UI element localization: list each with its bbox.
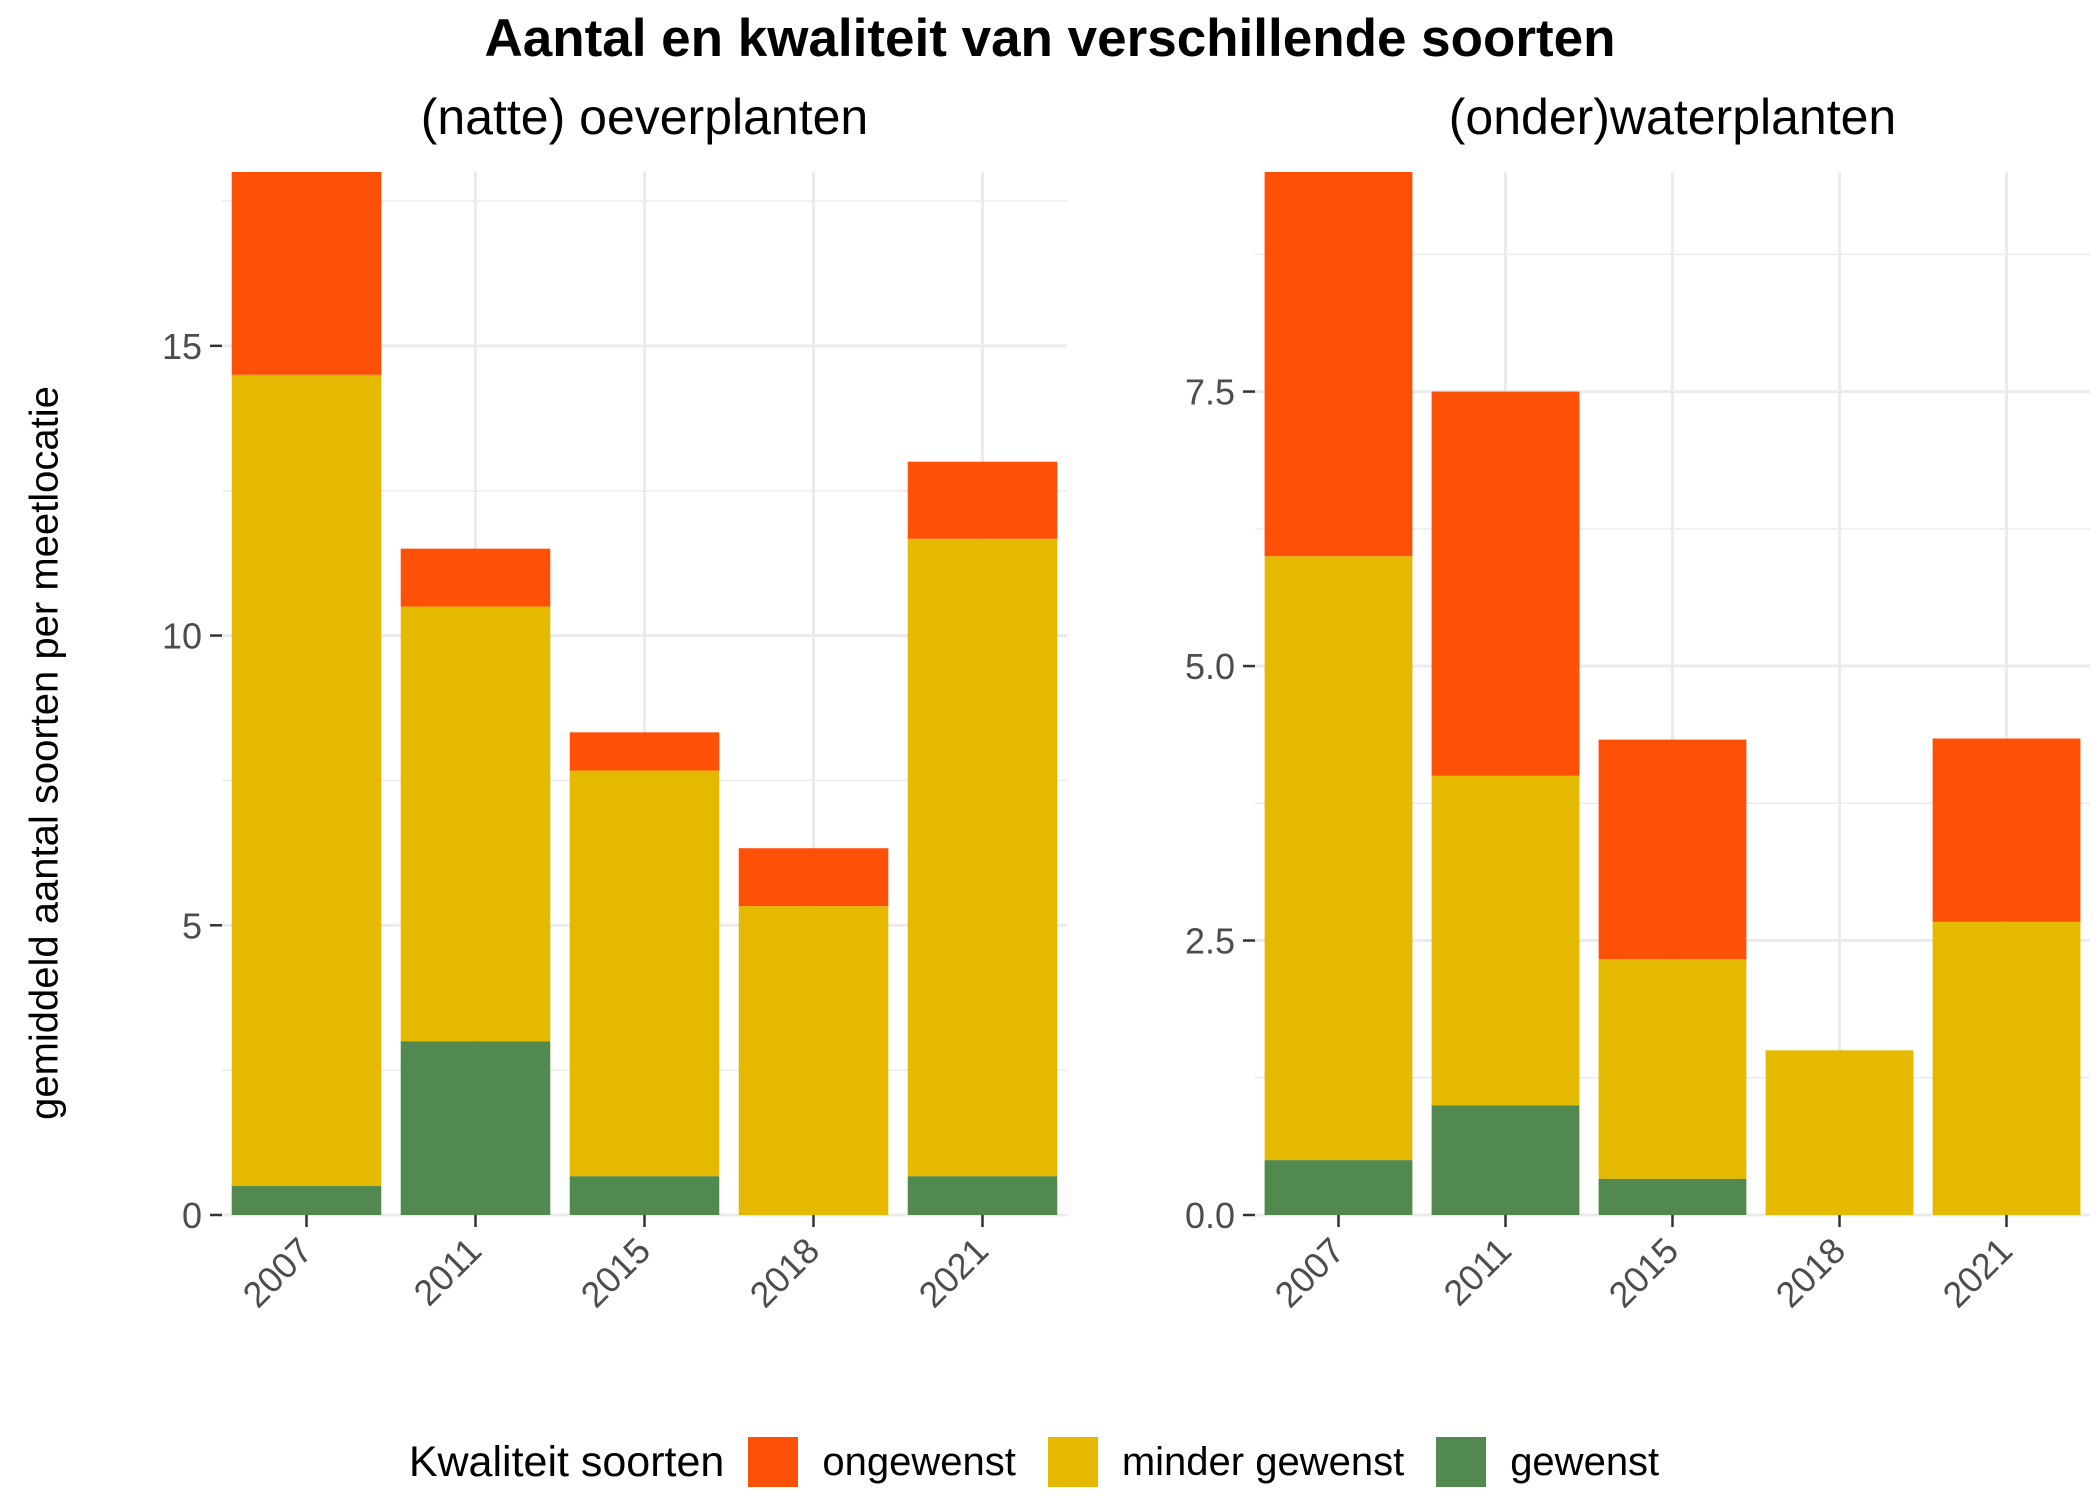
x-tick-label-2021: 2021 — [911, 1230, 997, 1316]
x-tick-label-2011: 2011 — [405, 1230, 489, 1314]
bar-water-2015-ongewenst — [1598, 739, 1747, 960]
x-tick-label-2018: 2018 — [742, 1230, 828, 1316]
legend-title: Kwaliteit soorten — [408, 1437, 725, 1486]
facet-title-waterplanten: (onder)waterplanten — [1448, 89, 1897, 145]
legend-swatch-gewenst — [1436, 1437, 1487, 1487]
bar-water-2021-ongewenst — [1932, 738, 2081, 922]
chart-title: Aantal en kwaliteit van verschillende so… — [484, 9, 1616, 68]
bar-oever-2011-minder-gewenst — [400, 606, 551, 1042]
x-tick-label-2007: 2007 — [235, 1230, 321, 1316]
y-tick-label: 15 — [162, 326, 202, 367]
legend-label-gewenst: gewenst — [1510, 1439, 1660, 1484]
bar-water-2007-minder-gewenst — [1264, 556, 1413, 1161]
bar-oever-2007-gewenst — [231, 1186, 382, 1215]
y-tick-label: 0.0 — [1185, 1195, 1235, 1236]
bar-oever-2015-ongewenst — [569, 732, 720, 771]
bar-oever-2018-minder-gewenst — [738, 906, 889, 1215]
bar-oever-2018-ongewenst — [738, 848, 889, 907]
bar-water-2011-gewenst — [1431, 1105, 1580, 1215]
bar-oever-2007-minder-gewenst — [231, 374, 382, 1187]
x-tick-label-2011: 2011 — [1435, 1230, 1519, 1314]
bar-water-2015-minder-gewenst — [1598, 959, 1747, 1179]
bar-water-2011-minder-gewenst — [1431, 775, 1580, 1106]
legend-swatch-minder-gewenst — [1047, 1437, 1098, 1487]
legend-label-minder-gewenst: minder gewenst — [1121, 1439, 1405, 1484]
x-tick-label-2015: 2015 — [1601, 1230, 1687, 1316]
bar-oever-2021-ongewenst — [907, 461, 1058, 539]
bar-oever-2015-minder-gewenst — [569, 770, 720, 1177]
bar-water-2007-ongewenst — [1264, 172, 1413, 557]
facet-title-oeverplanten: (natte) oeverplanten — [420, 89, 869, 145]
legend: Kwaliteit soorten ongewenst minder gewen… — [0, 1434, 2100, 1490]
legend-label-ongewenst: ongewenst — [822, 1439, 1016, 1484]
legend-item-gewenst: gewenst — [1436, 1437, 1659, 1487]
y-tick-label: 5.0 — [1185, 646, 1235, 687]
bar-oever-2021-minder-gewenst — [907, 538, 1058, 1177]
bar-water-2007-gewenst — [1264, 1160, 1413, 1215]
bar-oever-2011-gewenst — [400, 1041, 551, 1215]
bar-oever-2021-gewenst — [907, 1176, 1058, 1215]
x-tick-label-2018: 2018 — [1768, 1230, 1854, 1316]
bar-water-2018-minder-gewenst — [1765, 1050, 1914, 1215]
x-tick-label-2007: 2007 — [1267, 1230, 1353, 1316]
bar-water-2021-minder-gewenst — [1932, 921, 2081, 1215]
y-tick-label: 2.5 — [1185, 921, 1235, 962]
bar-water-2011-ongewenst — [1431, 391, 1580, 776]
y-tick-label: 10 — [162, 616, 202, 657]
bar-oever-2015-gewenst — [569, 1176, 720, 1215]
bar-oever-2007-ongewenst — [231, 172, 382, 375]
bar-water-2015-gewenst — [1598, 1178, 1747, 1215]
y-tick-label: 7.5 — [1185, 372, 1235, 413]
legend-item-ongewenst: ongewenst — [748, 1437, 1016, 1487]
legend-item-minder-gewenst: minder gewenst — [1047, 1437, 1405, 1487]
y-tick-label: 5 — [182, 905, 202, 946]
y-tick-label: 0 — [182, 1195, 202, 1236]
bar-oever-2011-ongewenst — [400, 548, 551, 607]
x-tick-label-2015: 2015 — [573, 1230, 659, 1316]
legend-swatch-ongewenst — [748, 1437, 799, 1487]
x-tick-label-2021: 2021 — [1935, 1230, 2021, 1316]
